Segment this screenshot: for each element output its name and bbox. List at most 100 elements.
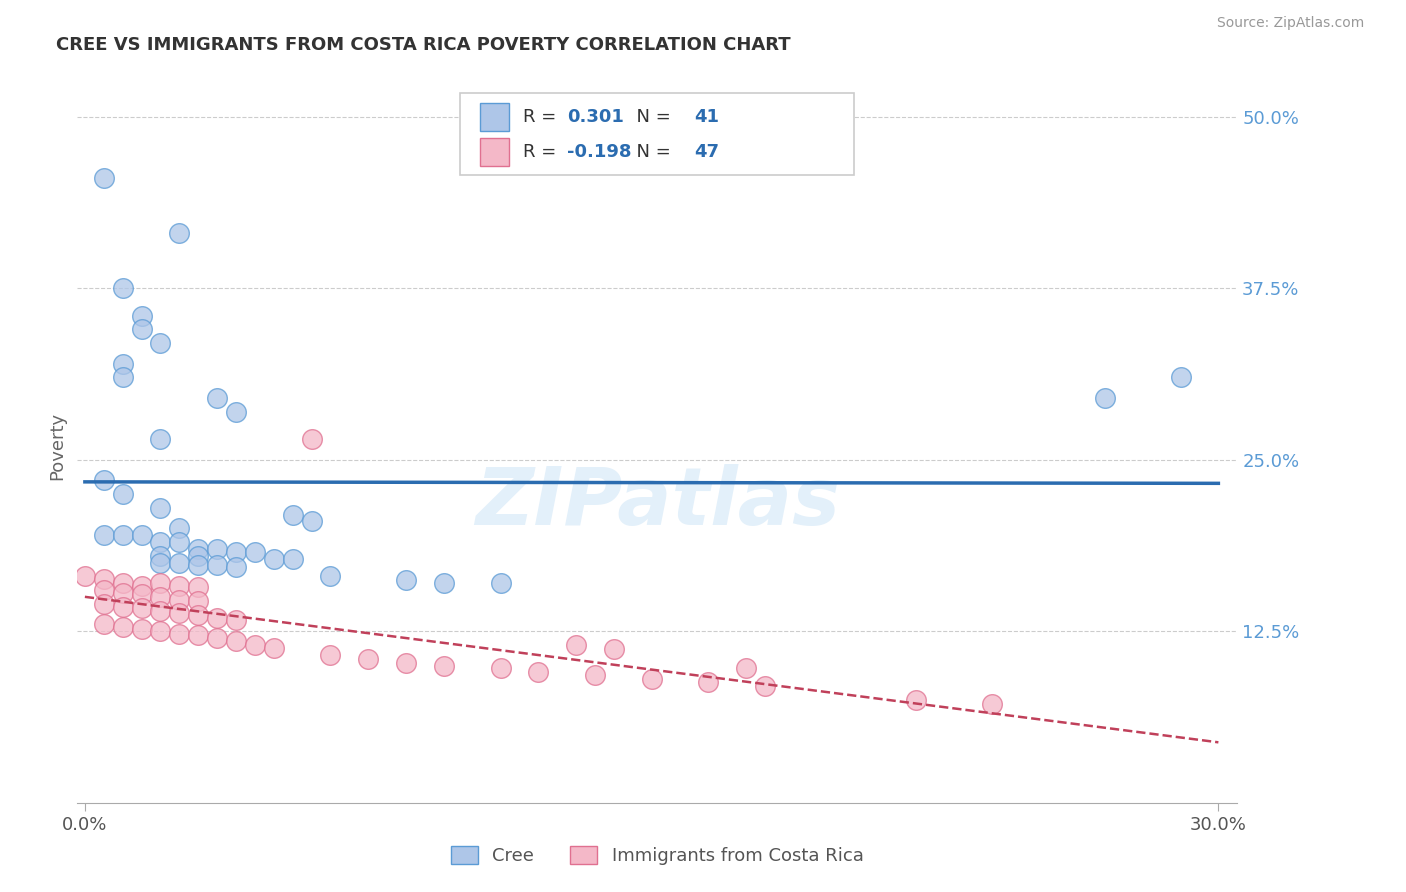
Point [131,601,153,615]
Point [169,521,191,535]
Point [187,628,209,642]
Text: N =: N = [624,143,676,161]
Point [111,528,134,542]
Point [169,556,191,570]
Point [149,336,172,351]
Point [149,432,172,446]
Point [111,576,134,591]
Point [433,658,456,673]
Point [225,559,247,574]
Point [169,592,191,607]
Point [527,665,550,680]
Point [111,620,134,634]
Point [149,590,172,604]
Point [111,281,134,295]
Point [980,697,1002,711]
Point [169,579,191,593]
Point [93,583,115,598]
Point [1094,391,1116,405]
Point [205,541,228,556]
Point [169,607,191,621]
Text: 47: 47 [695,143,720,161]
Point [263,551,285,566]
Point [603,642,626,657]
Point [187,607,209,622]
Point [243,638,266,652]
Point [225,613,247,627]
Text: 0.301: 0.301 [567,108,624,126]
Point [905,693,928,707]
Point [187,541,209,556]
Point [131,528,153,542]
Point [301,432,323,446]
Point [93,473,115,487]
Point [73,569,96,583]
Point [131,622,153,636]
Point [111,357,134,371]
Point [205,391,228,405]
Point [735,661,758,675]
Point [149,535,172,549]
Point [111,586,134,600]
Point [640,673,662,687]
Text: -0.198: -0.198 [567,143,631,161]
Y-axis label: Poverty: Poverty [48,412,66,480]
Point [169,227,191,241]
Point [754,679,776,693]
Point [489,576,512,591]
Point [149,500,172,515]
Point [205,631,228,645]
Point [395,656,418,670]
Point [697,675,720,690]
FancyBboxPatch shape [479,138,509,166]
Point [319,648,342,662]
Point [111,487,134,501]
Point [131,587,153,601]
FancyBboxPatch shape [460,93,855,175]
Text: R =: R = [523,143,562,161]
Point [225,633,247,648]
Point [1170,370,1192,384]
Point [205,558,228,573]
Legend: Cree, Immigrants from Costa Rica: Cree, Immigrants from Costa Rica [451,846,863,865]
Text: 41: 41 [695,108,720,126]
Point [93,617,115,632]
Point [149,556,172,570]
Point [187,594,209,608]
Point [131,309,153,323]
Point [169,535,191,549]
Point [243,544,266,558]
Point [205,610,228,624]
Text: R =: R = [523,108,562,126]
Point [263,640,285,655]
Point [395,574,418,588]
Point [149,576,172,591]
Point [225,544,247,558]
Point [357,651,380,665]
Point [149,624,172,639]
Point [169,627,191,641]
Point [319,569,342,583]
Point [187,580,209,594]
Point [281,508,304,522]
Point [149,604,172,618]
Point [565,638,588,652]
Point [225,405,247,419]
Text: N =: N = [624,108,676,126]
Point [111,599,134,614]
Point [93,528,115,542]
Point [489,661,512,675]
Text: ZIPatlas: ZIPatlas [475,464,839,542]
Text: Source: ZipAtlas.com: Source: ZipAtlas.com [1216,16,1364,29]
Point [301,515,323,529]
Point [131,322,153,336]
Point [187,549,209,563]
Text: CREE VS IMMIGRANTS FROM COSTA RICA POVERTY CORRELATION CHART: CREE VS IMMIGRANTS FROM COSTA RICA POVER… [56,36,790,54]
Point [131,579,153,593]
Point [281,551,304,566]
Point [583,668,606,682]
Point [93,597,115,611]
Point [111,370,134,384]
Point [93,171,115,186]
Point [187,558,209,573]
